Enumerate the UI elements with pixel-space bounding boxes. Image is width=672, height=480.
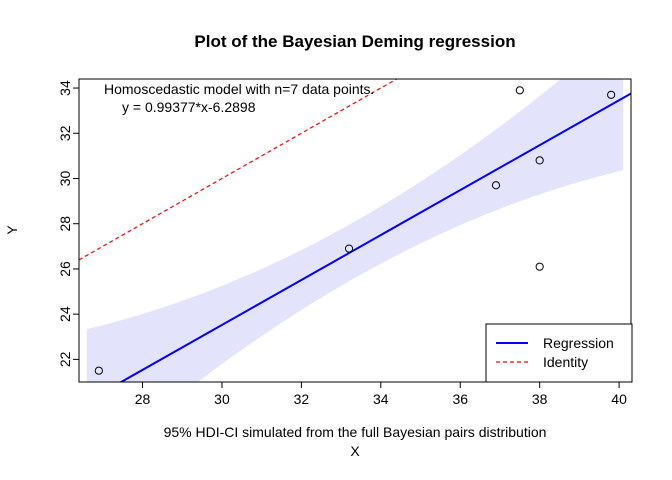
y-tick-label-0: 22: [57, 351, 73, 367]
data-point-2: [491, 181, 501, 190]
model-annotation: Homoscedastic model with n=7 data points…: [104, 81, 374, 97]
y-tick-label-5: 32: [57, 125, 73, 141]
y-axis-label: Y: [4, 225, 20, 235]
x-axis-label: X: [350, 443, 360, 459]
data-point-6: [607, 90, 616, 99]
y-tick-label-6: 34: [57, 80, 73, 96]
data-point-4: [535, 156, 544, 165]
x-tick-label-5: 38: [532, 391, 548, 407]
data-points: [94, 86, 616, 375]
ci-band: [86, 79, 624, 382]
y-axis: 22 24 26 28 30 32 34: [57, 80, 79, 367]
x-tick-label-0: 28: [135, 391, 151, 407]
data-point-1: [344, 244, 354, 253]
x-tick-label-4: 36: [452, 391, 468, 407]
x-axis-subtitle: 95% HDI-CI simulated from the full Bayes…: [164, 424, 547, 440]
legend: Regression Identity: [485, 323, 633, 383]
data-point-0: [94, 366, 103, 375]
identity-line: [79, 79, 398, 261]
x-tick-label-6: 40: [611, 391, 627, 407]
y-tick-label-4: 30: [57, 170, 73, 186]
x-tick-label-2: 32: [294, 391, 310, 407]
legend-label-identity: Identity: [543, 354, 588, 370]
x-tick-label-3: 34: [373, 391, 389, 407]
legend-box: [485, 323, 633, 383]
y-tick-label-2: 26: [57, 261, 73, 277]
data-point-3: [515, 86, 524, 95]
regression-line: [119, 92, 631, 382]
chart-title: Plot of the Bayesian Deming regression: [194, 32, 515, 51]
x-tick-label-1: 30: [214, 391, 230, 407]
y-tick-label-1: 24: [57, 306, 73, 322]
equation-annotation: y = 0.99377*x-6.2898: [122, 99, 256, 115]
plot-frame: [78, 78, 632, 383]
data-point-5: [535, 262, 544, 271]
y-tick-label-3: 28: [57, 216, 73, 232]
plot-area: [79, 79, 631, 382]
x-axis: 28 30 32 34 36 38 40: [135, 382, 627, 407]
legend-label-regression: Regression: [543, 335, 614, 351]
